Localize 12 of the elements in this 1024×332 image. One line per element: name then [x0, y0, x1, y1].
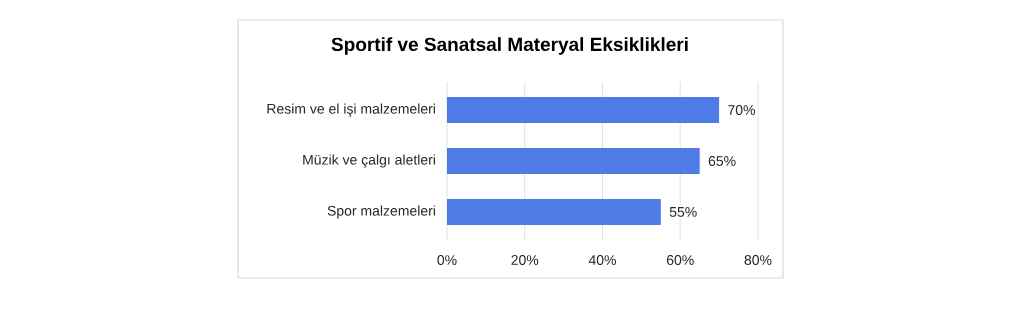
x-tick-label: 80%	[744, 255, 772, 265]
chart-title: Sportif ve Sanatsal Materyal Eksiklikleri	[331, 37, 688, 55]
data-label: 55%	[669, 207, 697, 217]
x-tick-label: 20%	[511, 255, 539, 265]
y-tick-label: Resim ve el işi malzemeleri	[267, 103, 435, 117]
x-tick-label: 40%	[588, 255, 616, 265]
y-tick-label: Spor malzemeleri	[327, 205, 435, 219]
y-tick-label: Müzik ve çalgı aletleri	[303, 154, 435, 168]
x-tick-label: 0%	[437, 255, 457, 265]
x-tick-label: 60%	[666, 255, 694, 265]
data-label: 70%	[728, 105, 756, 115]
data-label: 65%	[708, 156, 736, 166]
